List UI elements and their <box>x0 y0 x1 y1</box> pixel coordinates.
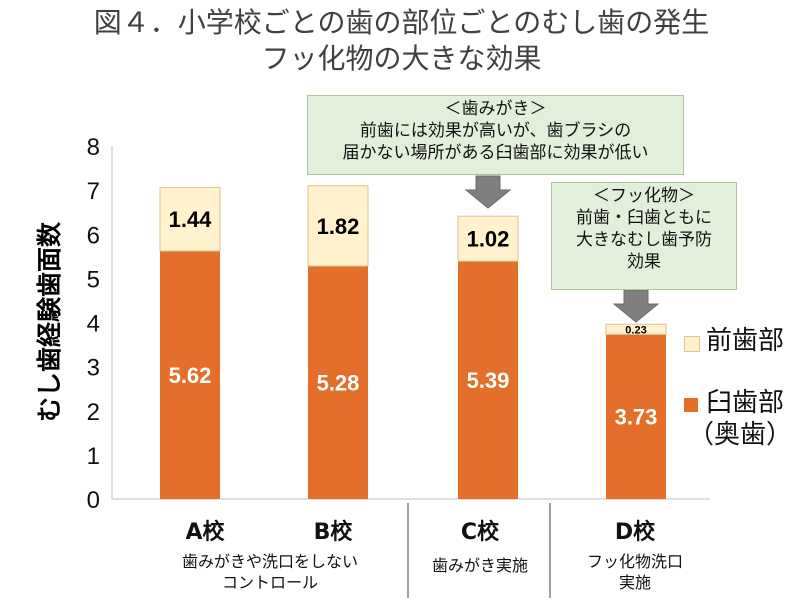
category-name-d: D校 <box>614 520 656 545</box>
bar-front-2 <box>307 185 369 267</box>
callout-fluoride: ＜フッ化物＞ 前歯・臼歯ともに 大きなむし歯予防 効果 <box>551 182 737 290</box>
category-label-d: D校 フッ化物洗口 実施 <box>560 520 710 593</box>
data-label-front-3: 1.02 <box>467 227 510 252</box>
chart-title-line2: フッ化物の大きな効果 <box>261 42 542 75</box>
bar-front-3 <box>457 215 519 262</box>
y-tick-label: 2 <box>87 399 100 426</box>
data-label-molar-1: 5.62 <box>169 363 212 388</box>
callout-arrow-toothbrushing <box>464 175 512 209</box>
bar-molar-2 <box>308 266 368 499</box>
category-label-a: A校 <box>120 520 290 546</box>
category-sub-d-line2: 実施 <box>618 573 651 592</box>
bar-molar-1 <box>160 251 220 499</box>
category-name-b: B校 <box>313 520 353 545</box>
y-tick-label: 7 <box>87 178 100 205</box>
category-sub-d-line1: フッ化物洗口 <box>586 552 683 571</box>
y-axis-label: むし歯経験歯面数 <box>35 221 64 422</box>
callout-fluoride-line3: 大きなむし歯予防 <box>576 230 712 250</box>
data-label-molar-2: 5.28 <box>317 370 360 395</box>
y-tick-label: 3 <box>87 355 100 382</box>
data-label-front-4: 0.23 <box>625 324 646 336</box>
bar-molar-4 <box>606 334 666 499</box>
callout-toothbrushing-line3: 届かない場所がある臼歯部に効果が低い <box>342 143 649 163</box>
category-label-b: B校 <box>258 520 408 546</box>
callout-fluoride-heading: ＜フッ化物＞ <box>593 186 695 206</box>
callout-fluoride-line2: 前歯・臼歯ともに <box>576 208 712 228</box>
y-tick-label: 8 <box>87 134 100 161</box>
callout-arrow-fluoride <box>612 289 660 323</box>
y-tick-label: 6 <box>87 222 100 249</box>
legend-label-front: 前歯部 <box>706 326 785 356</box>
y-tick-label: 0 <box>87 487 100 514</box>
category-sub-c-line1: 歯みがき実施 <box>431 556 528 575</box>
category-name-a: A校 <box>185 520 225 545</box>
category-label-c: C校 歯みがき実施 <box>410 520 550 576</box>
data-label-molar-3: 5.39 <box>467 368 510 393</box>
category-name-c: C校 <box>460 520 500 545</box>
y-tick-label: 5 <box>87 266 100 293</box>
callout-fluoride-line4: 効果 <box>627 252 661 272</box>
category-sub-ab: 歯みがきや洗口をしない コントロール <box>150 551 390 593</box>
callout-toothbrushing-heading: ＜歯みがき＞ <box>444 99 547 119</box>
legend-label-molar-sub: （奥歯） <box>688 420 793 450</box>
bar-molar-3 <box>458 261 518 499</box>
category-sub-a-line2: コントロール <box>221 573 318 592</box>
y-tick-label: 1 <box>87 443 100 470</box>
legend-swatch-molar <box>684 398 698 412</box>
legend-label-molar: 臼歯部 <box>706 388 785 418</box>
legend-swatch-front <box>684 336 700 352</box>
data-label-front-2: 1.82 <box>317 214 360 239</box>
callout-toothbrushing: ＜歯みがき＞ 前歯には効果が高いが、歯ブラシの 届かない場所がある臼歯部に効果が… <box>307 95 684 175</box>
bar-front-1 <box>159 186 221 252</box>
data-label-molar-4: 3.73 <box>615 405 658 430</box>
y-tick-label: 4 <box>87 311 100 338</box>
chart-title-line1: 図４．小学校ごとの歯の部位ごとのむし歯の発生 <box>93 6 710 39</box>
bar-front-4 <box>605 323 667 335</box>
category-sub-a-line1: 歯みがきや洗口をしない <box>181 552 358 571</box>
callout-toothbrushing-line2: 前歯には効果が高いが、歯ブラシの <box>359 121 632 141</box>
data-label-front-1: 1.44 <box>169 207 213 232</box>
